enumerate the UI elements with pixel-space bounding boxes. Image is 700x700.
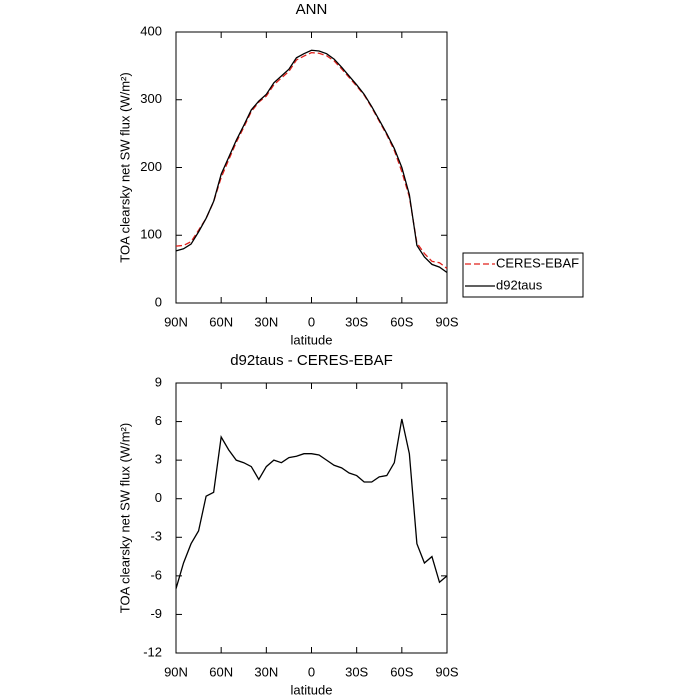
y-tick-label: -6 (150, 567, 162, 582)
legend-label: CERES-EBAF (496, 255, 579, 270)
y-tick-label: 200 (140, 159, 162, 174)
y-tick-label: 100 (140, 227, 162, 242)
legend-box (462, 252, 584, 298)
x-axis-label: latitude (291, 682, 333, 697)
x-tick-label: 30S (345, 664, 368, 679)
y-tick-label: -12 (143, 644, 162, 659)
x-tick-label: 0 (308, 664, 315, 679)
plot-frame (175, 31, 448, 304)
y-tick-label: 0 (155, 490, 162, 505)
x-tick-label: 90S (435, 664, 458, 679)
data-line (175, 418, 448, 589)
x-tick-label: 60N (209, 664, 233, 679)
x-tick-label: 60S (390, 664, 413, 679)
plot-frame (175, 382, 448, 654)
legend-label: d92taus (496, 277, 543, 292)
x-tick-label: 30N (254, 314, 278, 329)
y-tick-label: 400 (140, 23, 162, 38)
chart-title: ANN (296, 1, 328, 18)
y-tick-label: 9 (155, 374, 162, 389)
chart-title: d92taus - CERES-EBAF (230, 352, 393, 369)
y-tick-label: -9 (150, 606, 162, 621)
y-tick-label: 6 (155, 413, 162, 428)
y-tick-label: 300 (140, 91, 162, 106)
x-tick-label: 30S (345, 314, 368, 329)
data-line (175, 49, 448, 274)
x-axis-label: latitude (291, 332, 333, 347)
x-tick-label: 60S (390, 314, 413, 329)
y-tick-label: 0 (155, 294, 162, 309)
x-tick-label: 60N (209, 314, 233, 329)
y-axis-label: TOA clearsky net SW flux (W/m²) (117, 72, 132, 262)
y-tick-label: 3 (155, 452, 162, 467)
y-axis-label: TOA clearsky net SW flux (W/m²) (117, 423, 132, 613)
x-tick-label: 90N (164, 314, 188, 329)
x-tick-label: 30N (254, 664, 278, 679)
x-tick-label: 0 (308, 314, 315, 329)
x-tick-label: 90N (164, 664, 188, 679)
data-line (175, 51, 448, 269)
y-tick-label: -3 (150, 529, 162, 544)
x-tick-label: 90S (435, 314, 458, 329)
